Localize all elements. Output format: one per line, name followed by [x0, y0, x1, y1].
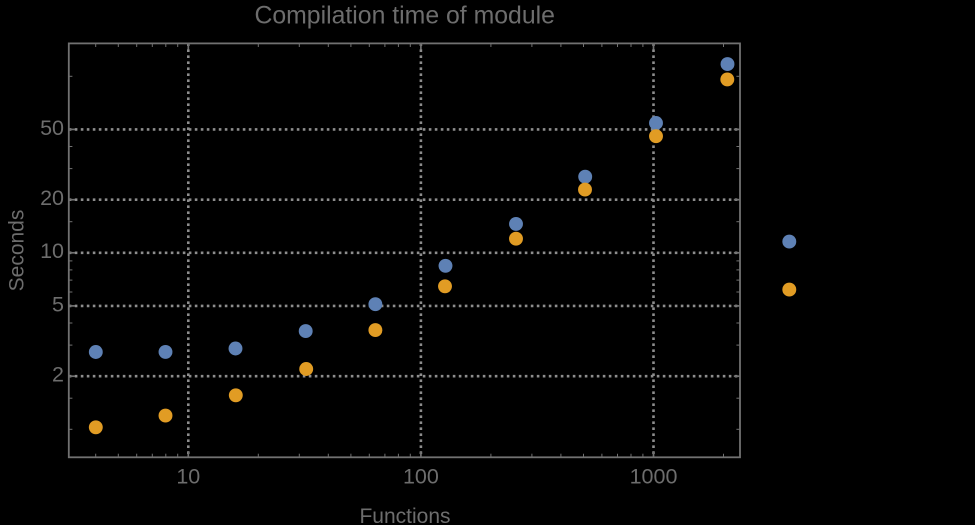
svg-text:1000: 1000: [630, 464, 678, 488]
svg-text:2: 2: [52, 363, 64, 387]
svg-text:50: 50: [40, 116, 64, 140]
svg-text:Seconds: Seconds: [6, 210, 29, 292]
svg-text:5: 5: [52, 292, 64, 316]
svg-text:10: 10: [176, 464, 200, 488]
svg-text:Compilation time of module: Compilation time of module: [254, 2, 554, 29]
svg-text:20: 20: [40, 186, 64, 210]
svg-text:100: 100: [403, 464, 439, 488]
svg-text:10: 10: [40, 239, 64, 263]
svg-text:Functions: Functions: [359, 505, 450, 525]
